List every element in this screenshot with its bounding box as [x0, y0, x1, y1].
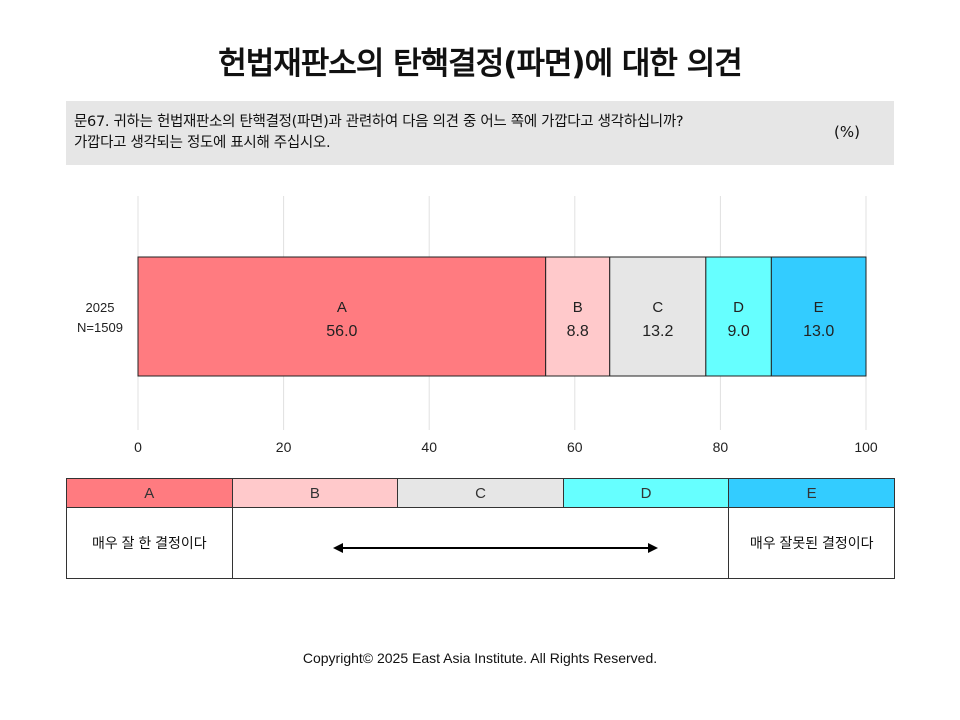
bar-label-name-d: D: [733, 299, 744, 316]
bar-label-name-e: E: [814, 299, 824, 316]
bar-segment-a: [137, 256, 547, 377]
legend-header-b: B: [231, 478, 399, 508]
legend-left-desc: 매우 잘 한 결정이다: [66, 507, 233, 579]
x-tick-label-100: 100: [854, 439, 878, 455]
bar-label-name-c: C: [652, 299, 663, 316]
bar-segment-b: [545, 256, 611, 377]
question-text: 문67. 귀하는 헌법재판소의 탄핵결정(파면)과 관련하여 다음 의견 중 어…: [74, 112, 814, 154]
stacked-bar-chart: A 56.0 B 8.8 C 13.2 D 9.0 E 13.0 2025 N=1509 0 20 40 60…: [77, 196, 878, 455]
legend-scale-cell: [231, 507, 730, 579]
bar-label-value-d: 9.0: [727, 323, 749, 340]
question-box: 문67. 귀하는 헌법재판소의 탄핵결정(파면)과 관련하여 다음 의견 중 어…: [66, 101, 894, 165]
unit-label: (%): [834, 123, 860, 141]
legend-header-e: E: [728, 478, 895, 508]
x-tick-label-40: 40: [421, 439, 437, 455]
legend-header-c: C: [397, 478, 564, 508]
x-tick-label-60: 60: [567, 439, 583, 455]
bar-label-name-b: B: [573, 299, 583, 316]
bar-segment-c: [609, 256, 707, 377]
legend-header-d: D: [562, 478, 730, 508]
copyright-text: Copyright© 2025 East Asia Institute. All…: [302, 650, 658, 666]
category-label-line-2: N=1509: [77, 320, 123, 335]
x-tick-label-20: 20: [276, 439, 292, 455]
legend-header-row: A B C D E: [66, 478, 895, 508]
bar-segment-e: [770, 256, 867, 377]
double-arrow-icon: [332, 543, 658, 553]
bar-segment-d: [705, 256, 772, 377]
question-line-2: 가깝다고 생각되는 정도에 표시해 주십시오.: [74, 135, 331, 151]
x-tick-label-80: 80: [713, 439, 729, 455]
question-line-1: 문67. 귀하는 헌법재판소의 탄핵결정(파면)과 관련하여 다음 의견 중 어…: [74, 114, 684, 130]
bar-label-name-a: A: [337, 299, 347, 316]
bar-label-value-a: 56.0: [326, 323, 357, 340]
category-label-line-1: 2025: [86, 300, 115, 315]
legend-table: A B C D E 매우 잘 한 결정이다 매우 잘못된 결정이다: [66, 478, 895, 579]
legend-right-desc: 매우 잘못된 결정이다: [728, 507, 895, 579]
legend-header-a: A: [66, 478, 233, 508]
x-tick-label-0: 0: [134, 439, 142, 455]
chart-title: 헌법재판소의 탄핵결정(파면)에 대한 의견: [218, 46, 743, 82]
bar-label-value-c: 13.2: [642, 323, 673, 340]
bar-label-value-e: 13.0: [803, 323, 834, 340]
bar-label-value-b: 8.8: [567, 323, 589, 340]
legend-desc-row: 매우 잘 한 결정이다 매우 잘못된 결정이다: [66, 507, 895, 579]
